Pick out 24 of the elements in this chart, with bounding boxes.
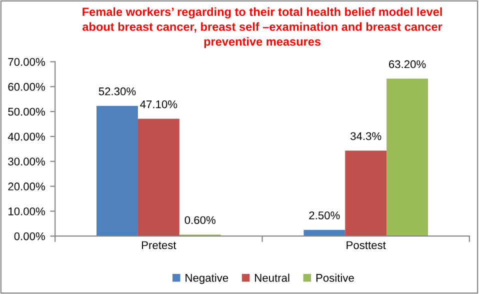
legend-label: Neutral — [255, 274, 290, 282]
data-label: 34.3% — [350, 132, 382, 140]
data-label: 2.50% — [309, 211, 340, 220]
bar — [138, 118, 180, 236]
y-tick-label: 70.00% — [8, 58, 45, 66]
y-tick-label: 20.00% — [8, 182, 45, 190]
bar — [96, 106, 138, 236]
bar — [345, 150, 387, 236]
y-tick-label: 10.00% — [8, 207, 45, 216]
legend-label: Negative — [186, 274, 228, 284]
y-tick-label: 0.00% — [14, 232, 45, 240]
y-tick-label: 50.00% — [8, 108, 45, 116]
x-tick-label: Pretest — [142, 241, 176, 250]
bar — [386, 78, 428, 236]
data-label: 0.60% — [184, 216, 216, 224]
chart-title: Female workers’ regarding to their total health belief model level about breast cancer, breast self –examination and breast cancer preventive measures — [82, 7, 442, 48]
data-label: 63.20% — [388, 60, 426, 68]
data-label: 52.30% — [98, 87, 136, 96]
x-tick-label: Posttest — [346, 241, 386, 250]
legend-label: Positive — [316, 274, 354, 282]
y-tick-label: 60.00% — [8, 82, 45, 91]
y-tick-label: 30.00% — [8, 158, 45, 166]
data-label: 47.10% — [140, 100, 178, 108]
y-tick-label: 40.00% — [8, 132, 45, 141]
